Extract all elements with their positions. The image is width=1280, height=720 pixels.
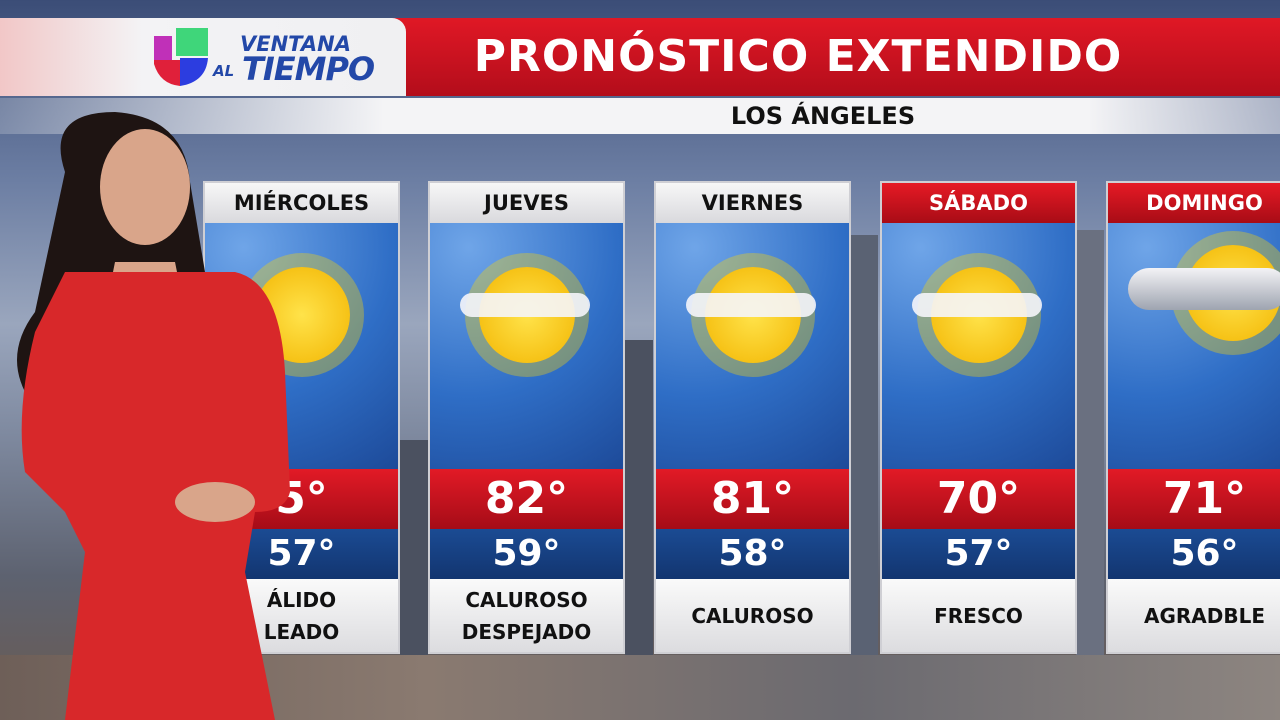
skyline-building [850,235,878,720]
logo-text-tiempo: TIEMPO [242,50,375,88]
high-temp: 82° [430,469,623,529]
low-temp: 56° [1108,529,1280,579]
condition-line: CALUROSO [465,587,588,612]
condition-line: AGRADBLE [1143,603,1266,628]
cloud-icon [1128,268,1280,310]
condition-line: ÁLIDO [266,587,337,612]
condition-line: DESPEJADO [461,619,592,644]
condition-line: CALUROSO [691,603,814,628]
partly-cloudy-icon [1108,223,1280,469]
day-label: VIERNES [656,183,849,223]
forecast-card: DOMINGO 71° 56° AGRADBLE [1106,181,1280,654]
mostly-sunny-icon [656,223,849,469]
conditions: CALUROSO DESPEJADO [430,579,623,652]
low-temp: 57° [882,529,1075,579]
univision-logo-icon [154,28,208,86]
forecast-card: VIERNES 81° 58° CALUROSO [654,181,851,654]
conditions: FRESCO [882,579,1075,652]
mostly-sunny-icon [430,223,623,469]
day-label: DOMINGO [1108,183,1280,223]
skyline-building [1076,230,1104,720]
cloud-icon [912,293,1042,317]
low-temp: 59° [430,529,623,579]
cloud-icon [460,293,590,317]
forecast-card: SÁBADO 70° 57° FRESCO [880,181,1077,654]
high-temp: 81° [656,469,849,529]
day-label: JUEVES [430,183,623,223]
city-label: LOS ÁNGELES [730,102,916,130]
high-temp: 71° [1108,469,1280,529]
high-temp: 70° [882,469,1075,529]
logo-text-ventana: VENTANA [240,32,351,56]
day-label: MIÉRCOLES [205,183,398,223]
day-label: SÁBADO [882,183,1075,223]
conditions: AGRADBLE [1108,579,1280,652]
cloud-icon [686,293,816,317]
mostly-sunny-icon [882,223,1075,469]
condition-line: FRESCO [934,603,1023,628]
logo-text-al: AL [213,62,235,80]
page-title: PRONÓSTICO EXTENDIDO [473,31,1123,82]
city-bar [0,98,1280,134]
forecast-card: JUEVES 82° 59° CALUROSO DESPEJADO [428,181,625,654]
conditions: CALUROSO [656,579,849,652]
condition-line: LEADO [263,619,340,644]
presenter [17,112,291,720]
low-temp: 58° [656,529,849,579]
